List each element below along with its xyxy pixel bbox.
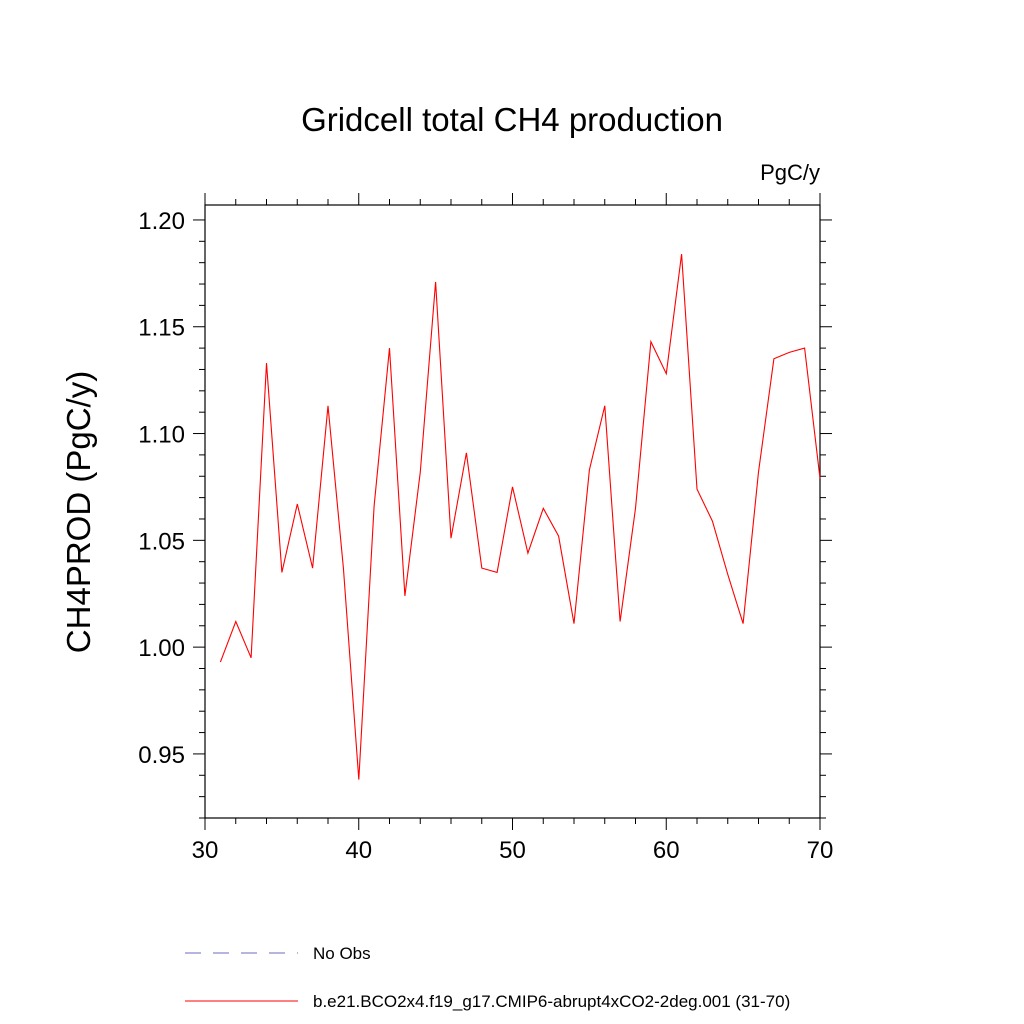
y-tick-label: 1.10 (138, 422, 185, 449)
y-tick-label: 1.05 (138, 528, 185, 555)
series-group (219, 254, 821, 780)
y-tick-label: 0.95 (138, 742, 185, 769)
legend: No Obs b.e21.BCO2x4.f19_g17.CMIP6-abrupt4… (185, 944, 790, 1011)
axis-ticks (193, 193, 832, 830)
plot-frame (204, 204, 821, 819)
y-tick-label: 1.15 (138, 315, 185, 342)
units-label: PgC/y (760, 160, 820, 185)
y-tick-label: 1.20 (138, 208, 185, 235)
x-tick-label: 40 (345, 837, 372, 864)
x-tick-label: 30 (192, 837, 219, 864)
axis-tick-labels: 30 40 50 60 70 0.95 1.00 1.05 1.10 1.15 1.20 (138, 208, 833, 864)
series-line (219, 254, 821, 780)
y-axis-label: CH4PROD (PgC/y) (60, 371, 97, 653)
x-tick-label: 70 (807, 837, 834, 864)
x-tick-label: 50 (499, 837, 526, 864)
legend-label: b.e21.BCO2x4.f19_g17.CMIP6-abrupt4xCO2-2… (313, 992, 790, 1011)
x-tick-label: 60 (653, 837, 680, 864)
legend-label: No Obs (313, 944, 371, 963)
y-tick-label: 1.00 (138, 635, 185, 662)
chart-title: Gridcell total CH4 production (301, 101, 723, 138)
